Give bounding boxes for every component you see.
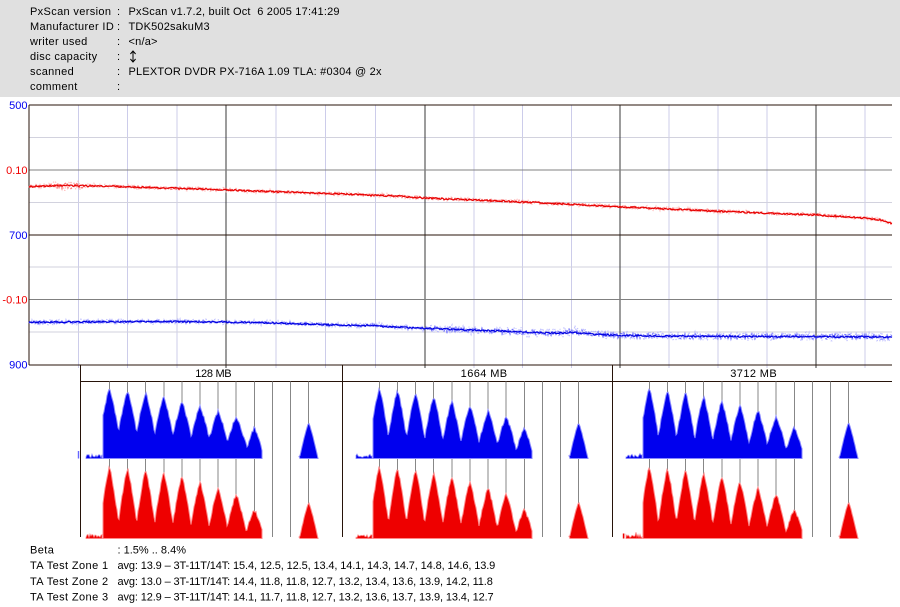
svg-text:avg: 13.9 – 3T-11T/14T: 15.4,: avg: 13.9 – 3T-11T/14T: 15.4, 12.5, 12.5… [118,560,496,572]
svg-text:comment: comment [30,81,78,93]
svg-text:scanned: scanned [30,66,74,78]
svg-text:1664 MB: 1664 MB [461,368,508,380]
svg-text:<n/a>: <n/a> [129,36,158,48]
svg-text:avg: 12.9 – 3T-11T/14T: 14.1,: avg: 12.9 – 3T-11T/14T: 14.1, 11.7, 11.8… [118,592,494,604]
svg-text::: : [117,66,120,78]
svg-text:PxScan version: PxScan version [30,6,111,18]
svg-text:TA Test Zone 1: TA Test Zone 1 [30,560,109,572]
svg-text::: : [117,21,120,33]
svg-text:avg: 13.0 – 3T-11T/14T: 14.4,: avg: 13.0 – 3T-11T/14T: 14.4, 11.8, 11.8… [118,576,493,588]
svg-text:PxScan v1.7.2, built Oct 6 20: PxScan v1.7.2, built Oct 6 2005 17:41:29 [129,6,340,18]
svg-text:700: 700 [9,230,27,242]
svg-text:disc capacity: disc capacity [30,51,98,63]
svg-text:TA Test Zone 2: TA Test Zone 2 [30,576,109,588]
svg-text:writer used: writer used [29,36,88,48]
svg-text:Beta: Beta [30,545,55,557]
svg-text::: : [117,81,120,93]
svg-text:3712 MB: 3712 MB [730,368,777,380]
svg-text:PLEXTOR DVDR PX-716A 1.09 TLA:: PLEXTOR DVDR PX-716A 1.09 TLA: #0304 @ 2… [129,66,382,78]
svg-text::: : [117,51,120,63]
svg-text:-0.10: -0.10 [2,295,27,307]
svg-text:TDK502sakuM3: TDK502sakuM3 [129,21,210,33]
svg-text:900: 900 [9,360,27,372]
svg-text::: : [117,36,120,48]
svg-text:0.10: 0.10 [6,165,27,177]
svg-text::: : [117,6,120,18]
svg-text:500: 500 [9,100,27,112]
svg-text:128 MB: 128 MB [195,368,231,380]
svg-text:: 1.5% .. 8.4%: : 1.5% .. 8.4% [118,545,187,557]
svg-text:TA Test Zone 3: TA Test Zone 3 [30,592,109,604]
svg-text:Manufacturer ID: Manufacturer ID [30,21,114,33]
